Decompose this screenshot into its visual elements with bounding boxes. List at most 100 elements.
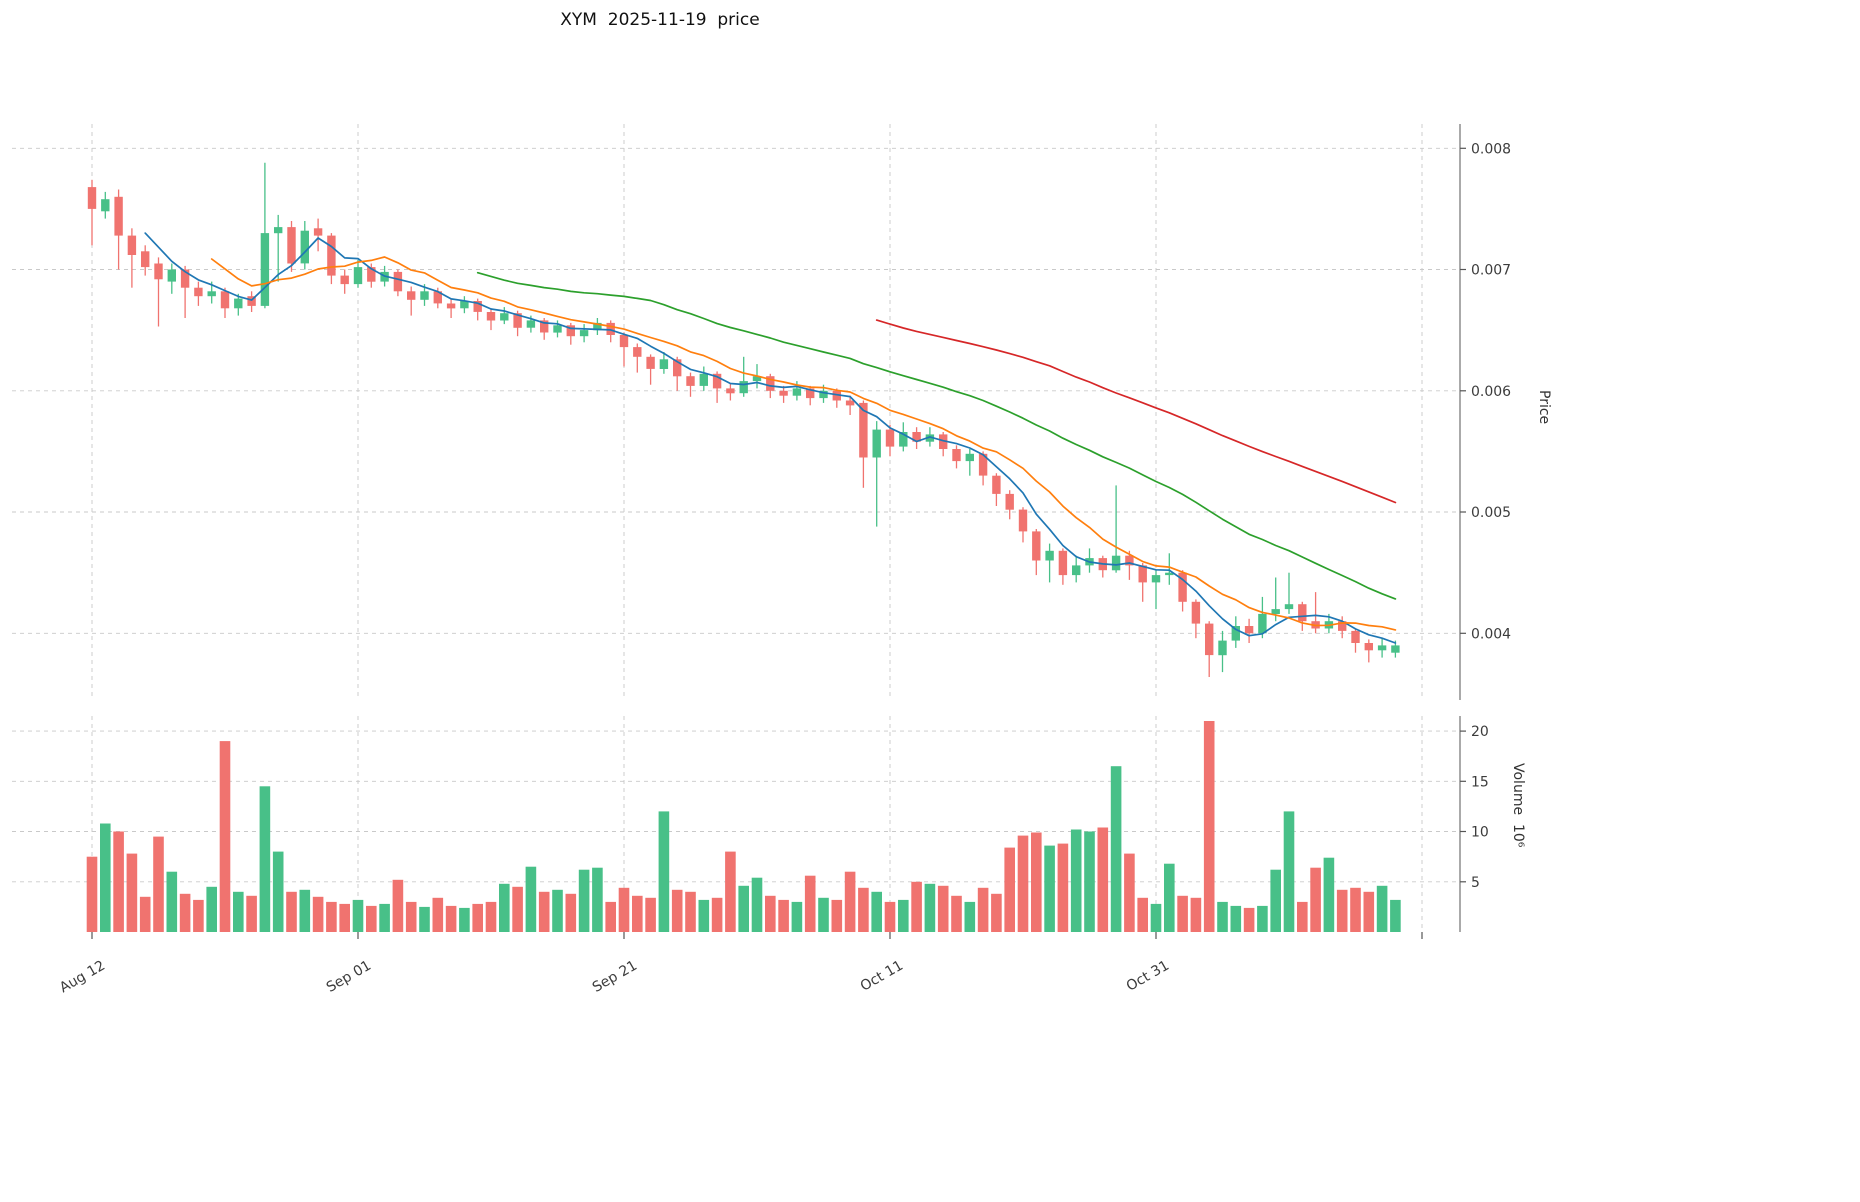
volume-bar <box>671 889 683 932</box>
sma-5-line <box>144 232 1397 644</box>
candle-body <box>353 267 363 285</box>
volume-bar <box>1203 721 1215 932</box>
candle-body <box>393 271 403 292</box>
volume-bar <box>991 893 1002 932</box>
candle-body <box>526 320 536 328</box>
volume-bar <box>871 891 882 932</box>
candle-body <box>473 301 482 312</box>
sma-10-line <box>210 256 1397 631</box>
candle-body <box>992 475 1001 494</box>
candle-body <box>779 390 788 396</box>
volume-bar <box>126 853 138 932</box>
candle-body <box>220 291 230 309</box>
candle-body <box>832 390 841 401</box>
candle-body <box>420 291 429 300</box>
volume-bar <box>1177 895 1188 932</box>
x-tick-label: Aug 12 <box>57 958 108 997</box>
volume-bar <box>645 897 656 932</box>
candles <box>87 162 1400 677</box>
candle-body <box>407 291 416 300</box>
candle-body <box>659 359 669 369</box>
volume-bar <box>1124 853 1135 932</box>
candle-body <box>287 227 296 264</box>
candle-body <box>313 228 323 236</box>
volume-bar <box>193 899 204 932</box>
volume-bar <box>831 899 843 932</box>
candle-body <box>540 320 549 333</box>
volume-bar <box>1376 885 1388 932</box>
candle-body <box>1058 550 1068 576</box>
candle-body <box>1351 630 1360 643</box>
volume-bar <box>725 851 736 932</box>
volume-bar <box>1097 827 1109 932</box>
candle-body <box>154 263 163 280</box>
sma-60-line <box>875 319 1397 504</box>
x-tick-label: Oct 11 <box>858 958 906 995</box>
candle-body <box>766 376 775 391</box>
candle-body <box>566 325 575 337</box>
volume-bars <box>86 721 1401 932</box>
volume-bar <box>778 899 789 932</box>
volume-bar <box>937 885 949 932</box>
volume-bar <box>246 895 257 932</box>
volume-bar <box>113 831 124 932</box>
volume-bar <box>765 895 776 932</box>
candle-body <box>952 449 961 462</box>
volume-bar <box>233 891 244 932</box>
volume-bar <box>738 885 749 932</box>
volume-bar <box>499 883 510 932</box>
volume-bar <box>512 886 523 932</box>
volume-bar <box>578 869 590 932</box>
volume-bar <box>100 823 111 932</box>
volume-bar <box>1283 811 1295 932</box>
candle-body <box>1005 493 1014 510</box>
volume-bar <box>538 891 550 932</box>
candle-body <box>340 275 349 285</box>
candle-body <box>327 235 336 276</box>
volume-tick-label: 15 <box>1471 774 1489 790</box>
volume-bar <box>685 891 696 932</box>
candle-body <box>194 287 203 297</box>
volume-tick-label: 5 <box>1471 875 1480 891</box>
candle-body <box>606 322 615 335</box>
candle-body <box>646 356 655 369</box>
candle-body <box>1032 531 1041 561</box>
volume-bar <box>592 867 603 932</box>
volume-bar <box>711 897 723 932</box>
volume-bar <box>392 879 404 932</box>
volume-bar <box>445 905 457 932</box>
candle-body <box>274 227 283 234</box>
candle-body <box>553 325 562 333</box>
candle-body <box>207 291 216 297</box>
volume-bar <box>698 899 710 932</box>
candle-body <box>87 187 97 209</box>
volume-bar <box>1150 903 1162 932</box>
candle-body <box>513 313 522 328</box>
volume-bar <box>485 901 497 932</box>
candle-body <box>367 267 376 282</box>
candle-body <box>1218 640 1227 656</box>
candle-body <box>1377 645 1387 651</box>
candle-body <box>1125 555 1134 566</box>
price-tick-label: 0.008 <box>1471 141 1511 157</box>
volume-bar <box>419 906 430 932</box>
candle-body <box>1338 621 1347 631</box>
volume-bar <box>751 877 763 932</box>
volume-bar <box>964 901 976 932</box>
candle-body <box>234 298 243 309</box>
candle-body <box>633 347 642 357</box>
volume-bar <box>1017 835 1029 932</box>
volume-bar <box>858 887 869 932</box>
volume-grid <box>12 716 1460 932</box>
sma-30-line <box>476 271 1397 600</box>
candle-body <box>619 335 629 348</box>
volume-bar <box>166 871 178 932</box>
candle-body <box>699 373 708 386</box>
candle-body <box>1072 565 1081 576</box>
candle-body <box>1045 550 1054 561</box>
candle-body <box>712 373 722 389</box>
volume-bar <box>1297 901 1308 932</box>
candle-body <box>1111 555 1121 571</box>
candle-body <box>101 199 110 212</box>
